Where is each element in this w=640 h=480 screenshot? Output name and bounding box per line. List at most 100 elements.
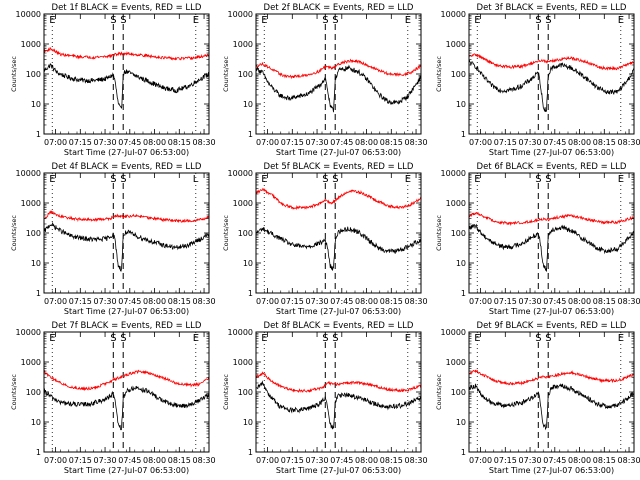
marker-label: S (322, 333, 328, 344)
lld-series-line (43, 210, 210, 224)
lld-series-line (255, 58, 422, 80)
y-tick-label: 10 (456, 418, 466, 427)
marker-label: S (322, 174, 328, 185)
y-axis-label: Counts/sec (435, 56, 443, 92)
x-axis-label: Start Time (27-Jul-07 06:53:00) (489, 466, 614, 475)
plot-title: Det 4f BLACK = Events, RED = LLD (52, 162, 202, 172)
y-tick-label: 10000 (16, 10, 41, 19)
y-tick-label: 1000 (21, 358, 41, 367)
x-tick-label: 07:15 (494, 456, 517, 465)
marker-label: E (405, 15, 411, 26)
x-tick-label: 08:15 (168, 297, 191, 306)
events-series-line (43, 63, 210, 109)
lld-series-line (43, 369, 210, 392)
x-axis-label: Start Time (27-Jul-07 06:53:00) (276, 148, 401, 157)
x-tick-label: 08:15 (380, 456, 403, 465)
x-tick-label: 08:00 (143, 456, 166, 465)
y-tick-label: 10 (31, 418, 41, 427)
x-tick-label: 08:15 (380, 138, 403, 147)
detector-plot-2: Det 2f BLACK = Events, RED = LLD E S S E 1 10 1… (222, 3, 428, 157)
marker-label: E (618, 174, 624, 185)
y-tick-label: 1000 (233, 358, 253, 367)
x-tick-label: 07:00 (256, 138, 279, 147)
x-tick-label: 08:00 (355, 297, 378, 306)
y-tick-label: 100 (238, 70, 253, 79)
y-axis-label: Counts/sec (435, 374, 443, 410)
lld-series-line (43, 47, 210, 61)
marker-label: E (474, 333, 480, 344)
x-tick-label: 08:30 (405, 138, 428, 147)
y-tick-label: 1 (248, 289, 253, 298)
plot-title: Det 9f BLACK = Events, RED = LLD (477, 321, 627, 331)
x-tick-label: 07:45 (543, 456, 566, 465)
plot-frame (255, 331, 422, 453)
x-tick-label: 07:30 (519, 138, 542, 147)
x-tick-label: 08:15 (168, 456, 191, 465)
x-tick-label: 08:15 (593, 456, 616, 465)
y-tick-label: 1 (461, 448, 466, 457)
marker-label: S (545, 333, 551, 344)
marker-label: S (332, 333, 338, 344)
events-series-line (43, 221, 210, 272)
marker-label: S (120, 174, 126, 185)
detector-plot-5: Det 5f BLACK = Events, RED = LLD E S S E 1 10 1… (222, 162, 428, 316)
detector-plot-8: Det 8f BLACK = Events, RED = LLD E S S E 1 10 1… (222, 321, 428, 475)
plot-frame (468, 331, 635, 453)
y-tick-label: 1000 (233, 40, 253, 49)
marker-label: E (474, 15, 480, 26)
plot-title: Det 7f BLACK = Events, RED = LLD (52, 321, 202, 331)
y-axis-label: Counts/sec (222, 215, 230, 251)
lld-series-line (468, 212, 635, 226)
marker-label: L (193, 174, 199, 185)
x-tick-label: 07:30 (94, 297, 117, 306)
x-tick-label: 07:15 (281, 297, 304, 306)
detector-plot-9: Det 9f BLACK = Events, RED = LLD E S S E 1 10 1… (435, 321, 640, 475)
x-axis-label: Start Time (27-Jul-07 06:53:00) (489, 148, 614, 157)
marker-label: S (535, 333, 541, 344)
x-tick-label: 08:00 (568, 456, 591, 465)
x-tick-label: 07:15 (69, 138, 92, 147)
y-tick-label: 10000 (441, 169, 466, 178)
marker-label: E (261, 333, 267, 344)
marker-label: S (120, 333, 126, 344)
x-tick-label: 08:00 (355, 138, 378, 147)
y-tick-label: 1000 (233, 199, 253, 208)
plot-title: Det 2f BLACK = Events, RED = LLD (264, 3, 414, 13)
y-axis-label: Counts/sec (222, 374, 230, 410)
marker-label: E (49, 333, 55, 344)
x-tick-label: 07:45 (118, 138, 141, 147)
events-series-line (468, 383, 635, 431)
x-tick-label: 07:00 (469, 456, 492, 465)
y-tick-label: 10000 (228, 169, 253, 178)
x-tick-label: 07:45 (543, 297, 566, 306)
plot-frame (468, 172, 635, 294)
marker-label: S (322, 15, 328, 26)
y-tick-label: 1000 (446, 199, 466, 208)
x-axis-label: Start Time (27-Jul-07 06:53:00) (489, 307, 614, 316)
y-tick-label: 100 (238, 388, 253, 397)
y-tick-label: 1000 (21, 40, 41, 49)
lld-series-line (468, 53, 635, 71)
x-tick-label: 08:30 (618, 138, 640, 147)
x-tick-label: 07:00 (469, 138, 492, 147)
x-tick-label: 07:45 (330, 456, 353, 465)
y-tick-label: 1 (36, 289, 41, 298)
x-tick-label: 07:30 (306, 456, 329, 465)
marker-label: E (49, 174, 55, 185)
events-series-line (255, 64, 422, 113)
y-axis-label: Counts/sec (10, 374, 18, 410)
y-tick-label: 10 (31, 259, 41, 268)
x-tick-label: 07:00 (44, 456, 67, 465)
x-tick-label: 07:15 (281, 138, 304, 147)
y-tick-label: 100 (238, 229, 253, 238)
marker-label: E (405, 333, 411, 344)
marker-label: S (110, 15, 116, 26)
marker-label: S (535, 174, 541, 185)
x-tick-label: 08:15 (168, 138, 191, 147)
x-tick-label: 07:45 (330, 297, 353, 306)
x-tick-label: 07:30 (519, 297, 542, 306)
marker-label: S (545, 174, 551, 185)
x-tick-label: 07:15 (69, 456, 92, 465)
y-axis-label: Counts/sec (10, 56, 18, 92)
plot-title: Det 6f BLACK = Events, RED = LLD (477, 162, 627, 172)
